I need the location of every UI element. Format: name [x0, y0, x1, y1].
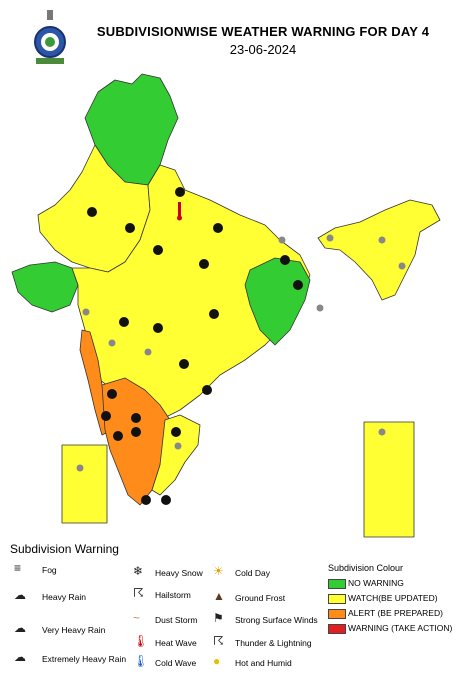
- cold-day-icon: ☀: [213, 564, 224, 578]
- colour-label: WATCH(BE UPDATED): [348, 593, 438, 603]
- andaman-box: [363, 421, 415, 538]
- legend-label: Thunder & Lightning: [235, 638, 312, 648]
- legend-label: Ground Frost: [235, 593, 286, 603]
- legend-label: Extremely Heavy Rain: [42, 654, 127, 664]
- colour-swatch: [328, 624, 346, 634]
- hailstorm-icon: ☈: [133, 586, 144, 600]
- legend-label: Fog: [42, 565, 57, 575]
- legend-label: Very Heavy Rain: [42, 625, 106, 635]
- legend-label: Hot and Humid: [235, 658, 292, 668]
- map-date: 23-06-2024: [229, 42, 297, 57]
- india-warning-map: [11, 73, 441, 538]
- colour-swatch: [328, 609, 346, 619]
- colour-label: NO WARNING: [348, 578, 404, 588]
- legend-label: Hailstorm: [155, 590, 191, 600]
- cold-wave-icon: 🌡: [133, 654, 149, 668]
- ground-frost-icon: ▲: [213, 589, 225, 603]
- map-thunder-icons: [87, 187, 303, 505]
- colour-label: ALERT (BE PREPARED): [348, 608, 443, 618]
- legend-label: Strong Surface Winds: [235, 615, 318, 625]
- lakshadweep-box: [61, 444, 108, 524]
- region-east: [244, 257, 311, 346]
- heavy-rain-icon: ☁: [14, 588, 26, 602]
- legend-label: Heat Wave: [155, 638, 197, 648]
- legend-label: Cold Wave: [155, 658, 197, 668]
- region-tamilnadu: [151, 414, 201, 496]
- map-rain-icons: [76, 234, 406, 472]
- map-title: SUBDIVISIONWISE WEATHER WARNING FOR DAY …: [96, 24, 430, 39]
- colour-swatch: [328, 594, 346, 604]
- legend-label: Cold Day: [235, 568, 270, 578]
- strong-surface-winds-icon: ⚑: [213, 611, 224, 625]
- region-saurashtra: [11, 261, 79, 313]
- map-heat-icons: [177, 202, 182, 221]
- region-central: [71, 164, 311, 421]
- hot-humid-icon: ●: [213, 654, 221, 668]
- region-northeast: [317, 199, 441, 301]
- extremely-heavy-rain-icon: ☁: [14, 650, 26, 664]
- thunder-lightning-icon: ☈: [213, 634, 224, 648]
- legend-title: Subdivision Warning: [10, 542, 119, 556]
- colour-legend-title: Subdivision Colour: [328, 563, 404, 573]
- heavy-snow-icon: ❄: [133, 564, 144, 578]
- legend-label: Heavy Rain: [42, 592, 86, 602]
- heat-wave-icon: 🌡: [133, 634, 149, 648]
- dust-storm-icon: ~: [133, 611, 141, 625]
- legend-label: Dust Storm: [155, 615, 198, 625]
- fog-icon: ≡: [14, 561, 22, 575]
- very-heavy-rain-icon: ☁: [14, 621, 26, 635]
- imd-logo: [34, 10, 66, 64]
- colour-label: WARNING (TAKE ACTION): [348, 623, 453, 633]
- colour-swatch: [328, 579, 346, 589]
- legend-label: Heavy Snow: [155, 568, 203, 578]
